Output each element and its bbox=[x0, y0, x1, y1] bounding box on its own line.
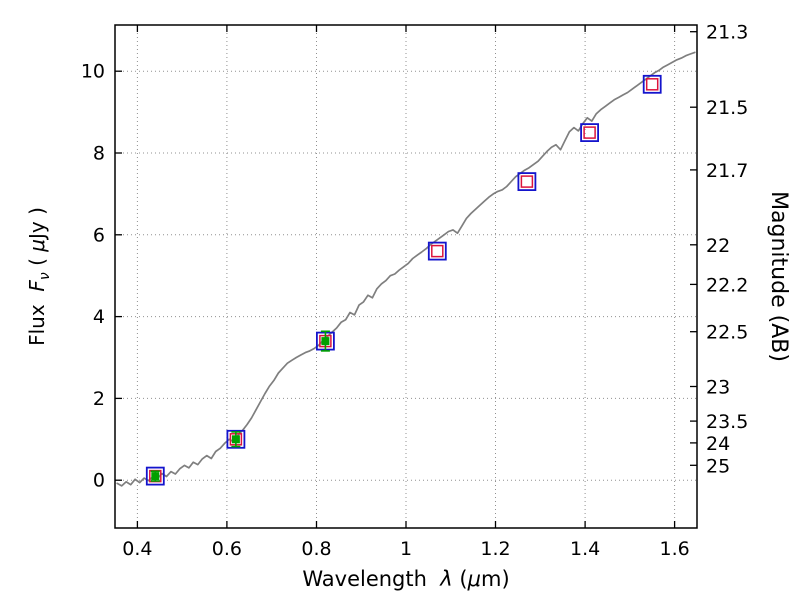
model-spectrum-line bbox=[116, 51, 696, 487]
magnitude-tick-label: 21.7 bbox=[706, 160, 748, 182]
magnitude-tick-label: 22.2 bbox=[706, 274, 748, 296]
flux-tick-label: 10 bbox=[81, 61, 105, 83]
x-tick-label: 1.2 bbox=[480, 538, 510, 560]
flux-tick-label: 0 bbox=[93, 470, 105, 492]
magnitude-tick-label: 21.3 bbox=[706, 22, 748, 44]
model-photometry-marker bbox=[517, 172, 537, 192]
model-photometry-marker bbox=[580, 123, 599, 142]
flux-tick-label: 6 bbox=[93, 224, 105, 246]
alt-photometry-marker bbox=[645, 78, 659, 91]
x-tick-label: 1.4 bbox=[570, 538, 600, 560]
alt-photometry-marker bbox=[431, 244, 444, 258]
magnitude-tick-label: 23.5 bbox=[706, 411, 748, 433]
model-photometry-marker bbox=[226, 429, 246, 449]
x-tick-label: 0.6 bbox=[212, 538, 242, 560]
flux-tick-label: 4 bbox=[93, 306, 105, 328]
model-photometry-marker bbox=[145, 466, 165, 486]
flux-tick-label: 8 bbox=[93, 143, 105, 165]
plot-area bbox=[115, 25, 697, 528]
model-photometry-markers bbox=[145, 74, 662, 486]
x-tick-label: 1.6 bbox=[659, 538, 689, 560]
magnitude-tick-label: 23 bbox=[706, 377, 730, 399]
x-tick-label: 0.4 bbox=[122, 538, 152, 560]
observed-photometry-marker bbox=[151, 472, 160, 481]
tick-labels: 0.4 0.6 0.8 1 1.2 1.4 1.6024681021.321.521.722… bbox=[81, 22, 749, 560]
y-axis-label-flux: Flux Fν ( μJy ) bbox=[25, 207, 53, 346]
flux-tick-label: 2 bbox=[93, 388, 105, 410]
x-axis-label: Wavelength λ (μm) bbox=[302, 567, 509, 591]
model-photometry-marker bbox=[427, 241, 447, 261]
magnitude-tick-label: 21.5 bbox=[706, 97, 748, 119]
observed-photometry-marker bbox=[321, 337, 330, 346]
magnitude-tick-label: 22 bbox=[706, 235, 730, 257]
magnitude-tick-label: 22.5 bbox=[706, 322, 748, 344]
magnitude-tick-label: 25 bbox=[706, 455, 730, 477]
magnitude-tick-label: 24 bbox=[706, 433, 730, 455]
gridlines bbox=[115, 25, 697, 528]
model-photometry-marker bbox=[642, 74, 662, 94]
observed-photometry-marker bbox=[231, 435, 240, 444]
tick-marks bbox=[115, 25, 697, 528]
alt-photometry-marker bbox=[583, 126, 596, 139]
x-tick-label: 0.8 bbox=[301, 538, 331, 560]
x-tick-label: 1 bbox=[400, 538, 412, 560]
y-axis-label-magnitude: Magnitude (AB) bbox=[766, 191, 791, 362]
observed-photometry-markers bbox=[150, 330, 330, 482]
alt-photometry-marker bbox=[520, 175, 534, 188]
